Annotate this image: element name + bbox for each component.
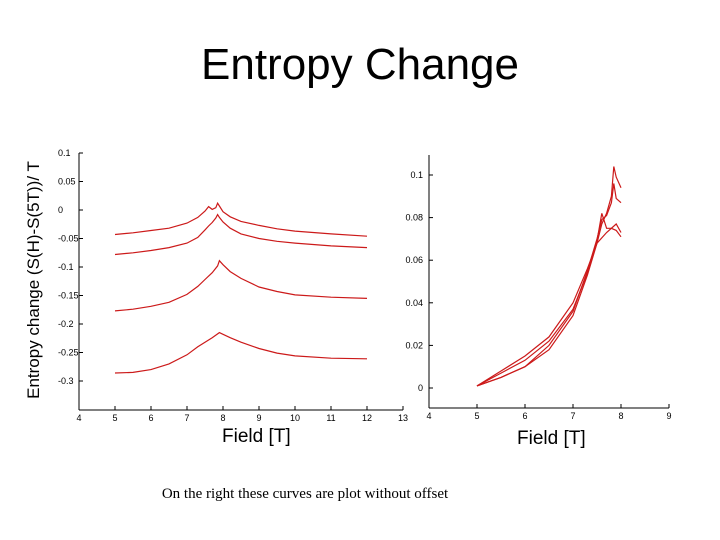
- series-line-left-2: [114, 213, 368, 256]
- y-tick-label: 0.1: [58, 148, 71, 158]
- x-tick-label: 6: [522, 411, 527, 421]
- series-line-left-4: [114, 331, 368, 374]
- x-tick-label: 6: [148, 413, 153, 423]
- x-tick-label: 7: [184, 413, 189, 423]
- y-tick-label: 0: [58, 205, 63, 215]
- y-tick-label: 0.02: [405, 340, 423, 350]
- x-tick-label: 11: [326, 413, 335, 423]
- x-tick-label: 12: [362, 413, 372, 423]
- x-tick-label: 9: [256, 413, 261, 423]
- x-axis-label-left: Field [T]: [222, 426, 291, 447]
- y-tick-label: 0.06: [405, 255, 423, 265]
- series-line-right-1: [476, 166, 622, 387]
- x-tick-label: 4: [76, 413, 81, 423]
- x-tick-label: 9: [666, 411, 671, 421]
- x-tick-label: 13: [398, 413, 408, 423]
- slide-title: Entropy Change: [201, 40, 519, 89]
- y-tick-label: 0.1: [410, 170, 423, 180]
- y-tick-label: -0.25: [58, 348, 79, 358]
- y-tick-label: -0.15: [58, 291, 79, 301]
- y-tick-label: -0.2: [58, 319, 74, 329]
- x-tick-label: 8: [220, 413, 225, 423]
- series-line-left-1: [114, 201, 368, 237]
- y-tick-label: 0.05: [58, 177, 76, 187]
- x-tick-label: 5: [474, 411, 479, 421]
- y-tick-label: 0: [418, 383, 423, 393]
- y-tick-label: 0.04: [405, 298, 423, 308]
- y-tick-label: -0.1: [58, 262, 74, 272]
- x-tick-label: 8: [618, 411, 623, 421]
- x-tick-label: 10: [290, 413, 300, 423]
- series-line-right-2: [476, 183, 622, 387]
- y-tick-label: 0.08: [405, 213, 423, 223]
- y-tick-label: -0.3: [58, 376, 74, 386]
- series-line-left-3: [114, 259, 368, 312]
- caption: On the right these curves are plot witho…: [161, 486, 449, 502]
- x-tick-label: 4: [426, 411, 431, 421]
- series-line-right-4: [476, 223, 622, 387]
- x-tick-label: 7: [570, 411, 575, 421]
- x-axis-label-right: Field [T]: [517, 428, 586, 449]
- series-line-right-3: [476, 213, 622, 387]
- x-tick-label: 5: [112, 413, 117, 423]
- y-tick-label: -0.05: [58, 234, 79, 244]
